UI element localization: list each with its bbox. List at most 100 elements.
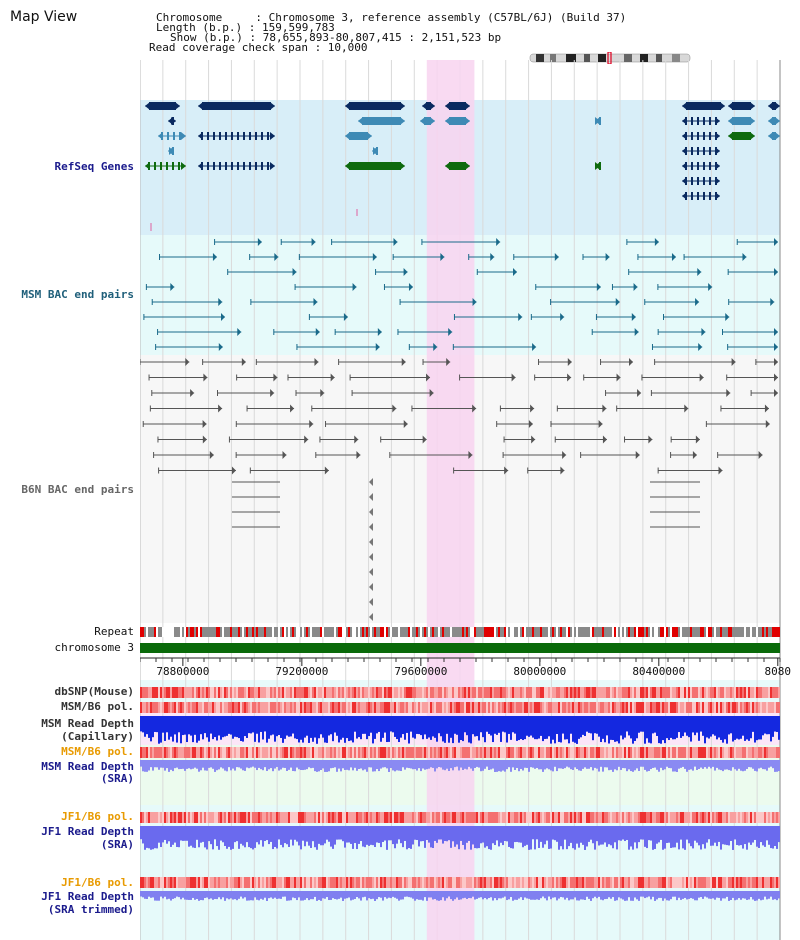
track-label-jf1-depth-trim-2: (SRA trimmed) (47, 903, 134, 916)
genome-browser-panel[interactable]: 78800000 79200000 79600000 80000000 80400000… (140, 60, 800, 940)
dbsnp-cell (186, 687, 188, 698)
msm-pol2-cell (622, 747, 624, 758)
repeat-block (432, 627, 434, 637)
jf1-pol-cell (178, 812, 180, 823)
jf1-pol2-cell (160, 877, 162, 888)
msm-pol-cell (648, 702, 650, 713)
msm-pol-cell (474, 702, 476, 713)
msm-pol2-cell (426, 747, 428, 758)
jf1-pol2-cell (212, 877, 214, 888)
dbsnp-cell (318, 687, 320, 698)
jf1-pol-cell (464, 812, 466, 823)
msm-bac-end (375, 343, 380, 351)
jf1-pol-cell (694, 812, 696, 823)
msm-cap-depth-bar (696, 716, 698, 733)
jf1-pol-cell (212, 812, 214, 823)
msm-pol2-cell (222, 747, 224, 758)
msm-sra-depth-bar (498, 760, 500, 772)
dbsnp-cell (560, 687, 562, 698)
jf1-trim-depth-bar (710, 891, 712, 899)
jf1-trim-depth-bar (746, 891, 748, 900)
gene-arrow (750, 117, 755, 125)
dbsnp-cell (340, 687, 342, 698)
jf1-pol2-cell (262, 877, 264, 888)
jf1-pol2-cell (776, 877, 778, 888)
msm-cap-depth-bar (142, 716, 144, 733)
jf1-sra-depth-bar (500, 826, 502, 843)
gene-arrow (158, 132, 163, 140)
jf1-trim-depth-bar (528, 891, 530, 899)
msm-pol-cell (286, 702, 288, 713)
jf1-sra-depth-bar (284, 826, 286, 844)
msm-pol2-cell (264, 747, 266, 758)
jf1-pol2-cell (606, 877, 608, 888)
jf1-pol2-cell (762, 877, 764, 888)
msm-pol-cell (144, 702, 146, 713)
jf1-pol-cell (480, 812, 482, 823)
msm-sra-depth-bar (530, 760, 532, 768)
jf1-pol-cell (150, 812, 152, 823)
gene-exon (243, 132, 245, 140)
b6n-bac-end (369, 523, 373, 531)
chromosome-ideogram[interactable] (528, 52, 692, 64)
msm-pol-cell (170, 702, 172, 713)
jf1-pol-cell (506, 812, 508, 823)
msm-pol2-cell (376, 747, 378, 758)
jf1-trim-depth-bar (394, 891, 396, 898)
jf1-pol-cell (344, 812, 346, 823)
jf1-pol-cell (680, 812, 682, 823)
jf1-pol2-cell (462, 877, 464, 888)
msm-pol-cell (228, 702, 230, 713)
msm-pol2-cell (336, 747, 338, 758)
repeat-block (766, 627, 768, 637)
msm-pol2-cell (650, 747, 652, 758)
dbsnp-cell (536, 687, 538, 698)
jf1-pol2-cell (570, 877, 572, 888)
msm-pol-cell (244, 702, 246, 713)
gene-arrow (682, 147, 687, 155)
jf1-sra-depth-bar (640, 826, 642, 840)
jf1-pol2-cell (148, 877, 150, 888)
msm-pol-cell (264, 702, 266, 713)
jf1-pol-cell (740, 812, 742, 823)
jf1-sra-depth-bar (236, 826, 238, 842)
repeat-block (380, 627, 382, 637)
dbsnp-cell (756, 687, 758, 698)
msm-sra-depth-bar (158, 760, 160, 770)
msm-pol2-cell (634, 747, 636, 758)
jf1-pol-cell (276, 812, 278, 823)
position-axis: 78800000 79200000 79600000 80000000 80400000… (140, 657, 791, 678)
jf1-pol2-cell (232, 877, 234, 888)
msm-cap-depth-bar (760, 716, 762, 740)
jf1-trim-depth-bar (588, 891, 590, 899)
msm-pol2-cell (494, 747, 496, 758)
jf1-trim-depth-bar (396, 891, 398, 899)
jf1-trim-depth-bar (728, 891, 730, 901)
b6n-bac-end (602, 404, 607, 413)
dbsnp-cell (698, 687, 700, 698)
msm-cap-depth-bar (146, 716, 148, 735)
repeat-block (624, 627, 626, 637)
jf1-trim-depth-bar (452, 891, 454, 901)
jf1-pol2-cell (306, 877, 308, 888)
jf1-sra-depth-bar (466, 826, 468, 843)
msm-cap-depth-bar (238, 716, 240, 739)
msm-sra-depth-bar (566, 760, 568, 767)
jf1-pol2-cell (532, 877, 534, 888)
msm-pol-cell (246, 702, 248, 713)
jf1-pol-cell (194, 812, 196, 823)
jf1-pol2-cell (542, 877, 544, 888)
msm-pol2-cell (638, 747, 640, 758)
jf1-pol2-cell (144, 877, 146, 888)
msm-pol2-cell (690, 747, 692, 758)
msm-cap-depth-bar (450, 716, 452, 738)
jf1-pol-cell (550, 812, 552, 823)
gene-arrow (715, 132, 720, 140)
jf1-pol-cell (154, 812, 156, 823)
jf1-pol-cell (682, 812, 684, 823)
jf1-pol-cell (700, 812, 702, 823)
msm-cap-depth-bar (592, 716, 594, 741)
jf1-trim-depth-bar (178, 891, 180, 898)
jf1-sra-depth-bar (148, 826, 150, 849)
jf1-sra-depth-bar (494, 826, 496, 846)
